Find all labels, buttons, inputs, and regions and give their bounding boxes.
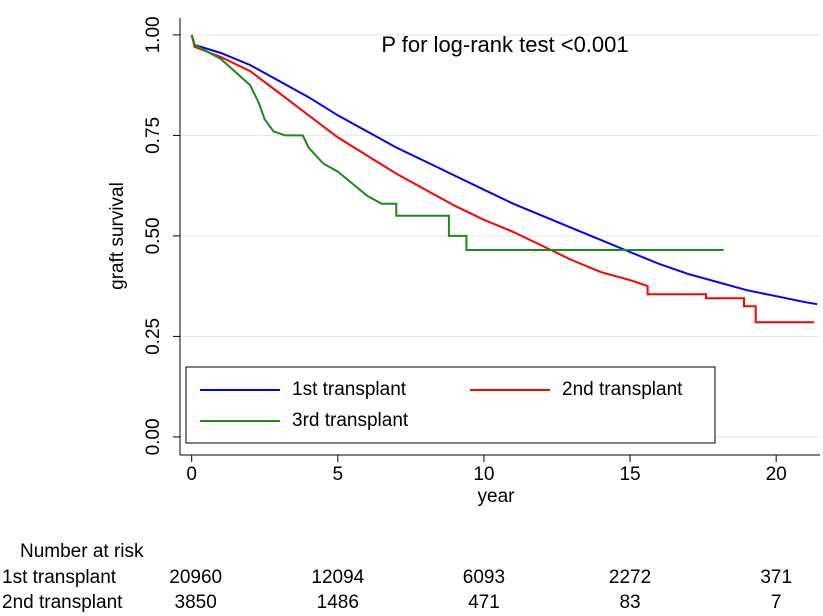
y-axis-label: graft survival [107, 182, 128, 290]
risk-count: 471 [468, 592, 500, 613]
risk-count: 7 [771, 592, 782, 613]
chart-title: P for log-rank test <0.001 [381, 32, 628, 57]
risk-table-title: Number at risk [20, 541, 144, 562]
x-tick-label: 10 [473, 464, 494, 485]
legend-box [185, 366, 716, 444]
legend-label: 2nd transplant [562, 379, 683, 400]
y-tick-label: 0.50 [143, 217, 164, 254]
x-tick-label: 15 [619, 464, 640, 485]
y-tick-label: 0.25 [143, 318, 164, 355]
risk-row-label: 1st transplant [2, 567, 117, 588]
risk-count: 1486 [317, 592, 359, 613]
y-tick-label: 1.00 [143, 16, 164, 53]
risk-row-label: 2nd transplant [2, 592, 123, 613]
risk-count: 6093 [463, 567, 505, 588]
risk-count: 3850 [175, 592, 217, 613]
x-tick-label: 20 [766, 464, 787, 485]
x-axis-label: year [478, 486, 516, 507]
survival-curve [190, 34, 724, 251]
risk-count: 2272 [609, 567, 651, 588]
x-tick-label: 0 [186, 464, 197, 485]
risk-count: 12094 [311, 567, 364, 588]
risk-count: 83 [619, 592, 640, 613]
x-tick-label: 5 [333, 464, 344, 485]
y-tick-label: 0.00 [143, 418, 164, 455]
legend-label: 1st transplant [292, 379, 407, 400]
survival-curve [190, 34, 815, 324]
legend-label: 3rd transplant [292, 410, 409, 431]
survival-curve [190, 34, 818, 306]
y-tick-label: 0.75 [143, 117, 164, 154]
risk-count: 20960 [169, 567, 222, 588]
risk-count: 371 [760, 567, 792, 588]
